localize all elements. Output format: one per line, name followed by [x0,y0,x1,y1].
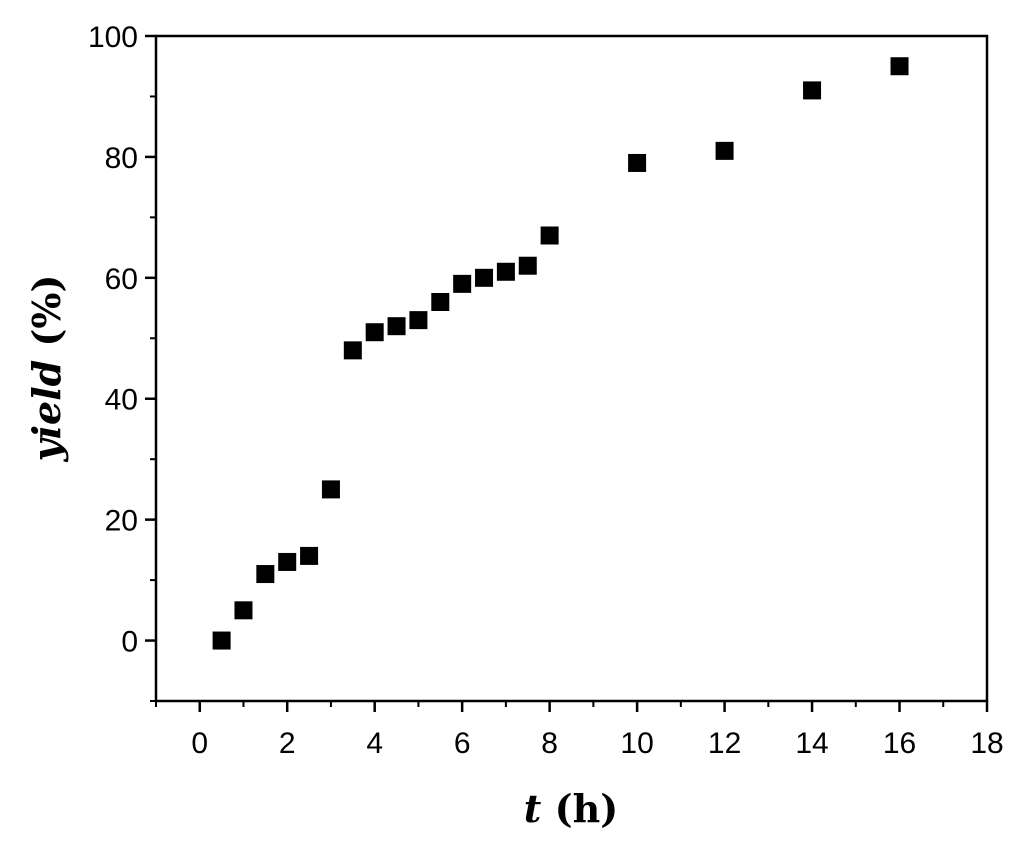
x-tick-label: 14 [795,727,828,760]
data-point [540,226,559,245]
y-tick-label: 0 [121,626,138,659]
data-point [453,274,472,293]
data-point [321,480,340,499]
plot-frame [154,34,989,703]
x-tick-label: 16 [883,727,916,760]
y-axis-label: yield (%) [24,275,69,463]
data-point [628,153,647,172]
x-tick-label: 4 [366,727,383,760]
data-point [715,141,734,160]
data-point [475,268,494,287]
tick-labels: 0 2 4 6 8 10 12 14 16 18 0 20 40 60 80 100 [88,21,1004,760]
y-tick-label: 80 [105,142,138,175]
x-tick-label: 10 [620,727,653,760]
data-points [212,57,909,650]
data-point [803,81,822,100]
data-point [256,565,275,584]
data-point [343,341,362,360]
x-axis-variable: t [524,786,542,831]
data-point [518,256,537,275]
data-point [278,552,297,571]
x-tick-label: 0 [191,727,208,760]
data-point [234,601,253,620]
y-axis-unit: (%) [24,275,69,360]
x-tick-label: 8 [541,727,558,760]
data-point [387,317,406,336]
x-axis-label: t (h) [524,786,618,831]
data-point [431,293,450,311]
x-tick-label: 18 [970,727,1003,760]
data-point [300,546,319,565]
y-axis-variable: yield [24,360,69,463]
y-tick-label: 20 [105,505,138,538]
data-point [365,323,384,342]
x-tick-label: 12 [708,727,741,760]
y-tick-label: 60 [105,263,138,296]
data-point [890,57,909,76]
major-ticks [145,34,989,712]
x-tick-label: 2 [279,727,296,760]
y-tick-label: 100 [88,21,138,54]
x-axis-unit: (h) [541,786,618,831]
data-point [409,311,428,330]
y-tick-label: 40 [105,384,138,417]
x-tick-label: 6 [454,727,471,760]
data-point [212,631,231,650]
data-point [496,262,515,281]
minor-ticks [150,95,945,707]
